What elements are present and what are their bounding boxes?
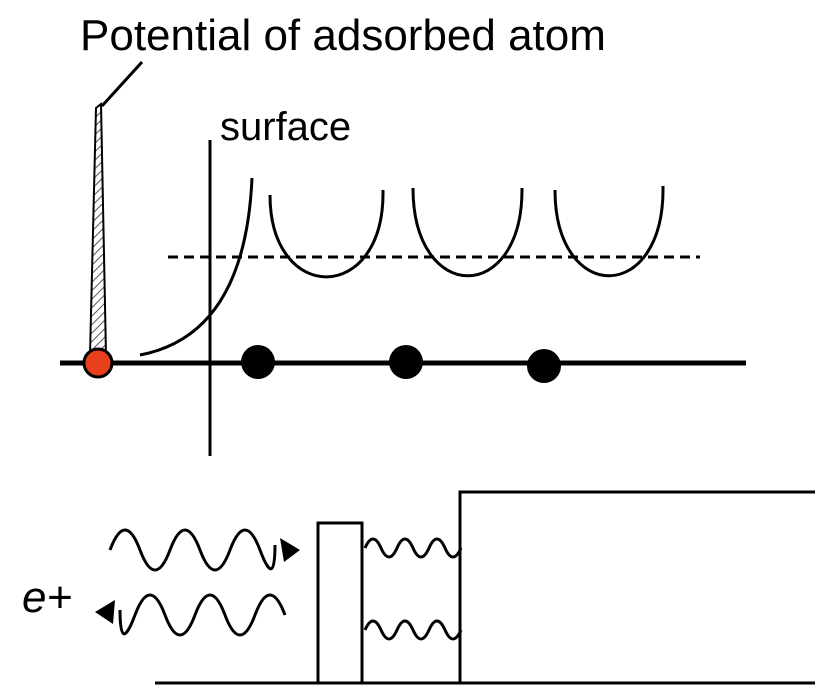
adsorbed-potential bbox=[88, 101, 108, 356]
surface-label: surface bbox=[220, 105, 351, 149]
surface-potential bbox=[139, 177, 254, 357]
arrowhead bbox=[95, 600, 115, 624]
step-potential bbox=[458, 490, 815, 683]
decay-wave bbox=[363, 537, 463, 559]
potential-well bbox=[268, 189, 385, 279]
arrowhead bbox=[280, 538, 300, 562]
reflected-wave bbox=[118, 593, 287, 637]
title-label: Potential of adsorbed atom bbox=[80, 11, 606, 60]
lattice-atom bbox=[389, 345, 423, 379]
lattice-atom bbox=[241, 345, 275, 379]
barrier bbox=[316, 521, 364, 685]
leader-line bbox=[100, 60, 144, 108]
potential-well bbox=[411, 187, 524, 278]
potential-well bbox=[553, 185, 665, 278]
decay-wave bbox=[363, 619, 463, 641]
adsorbed-atom bbox=[82, 347, 114, 379]
lattice-atom bbox=[527, 349, 561, 383]
positron-label: e+ bbox=[22, 573, 72, 622]
incident-wave bbox=[108, 528, 277, 572]
